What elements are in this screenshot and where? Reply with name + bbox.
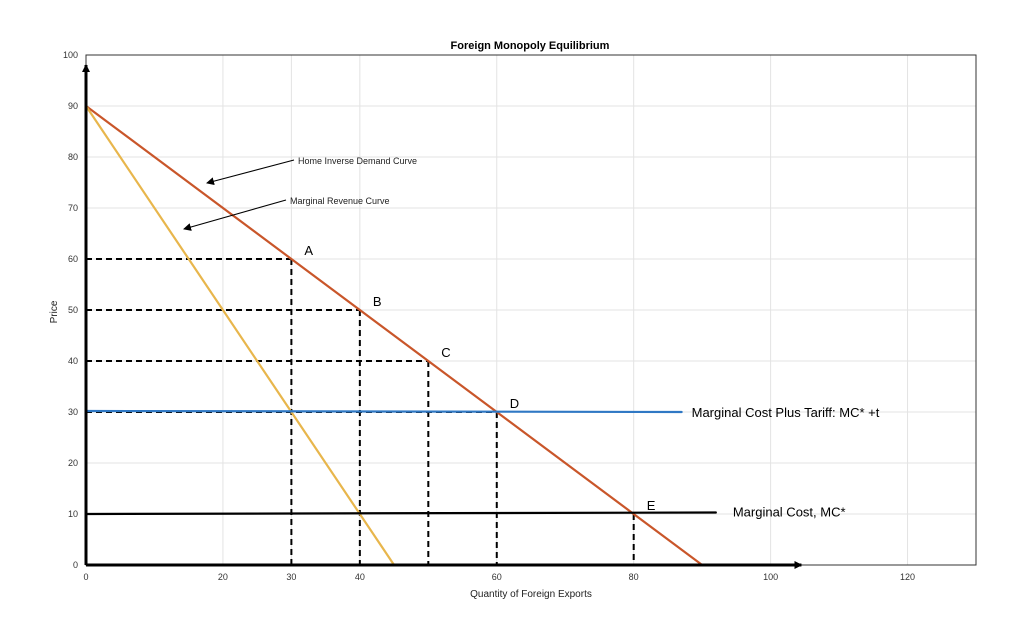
point-label-d: D — [510, 396, 519, 411]
y-tick-label: 0 — [73, 560, 78, 570]
marginal-cost-plus-tariff-line — [84, 409, 683, 414]
y-axis-label: Price — [49, 300, 60, 323]
x-tick-label: 20 — [218, 572, 228, 582]
point-label-a: A — [304, 243, 313, 258]
mr-curve-annotation-arrow — [183, 199, 287, 231]
x-tick-label: 0 — [83, 572, 88, 582]
y-tick-label: 30 — [68, 407, 78, 417]
demand-curve-annotation: Home Inverse Demand Curve — [298, 156, 417, 166]
tick-labels: 0 10 20 30 40 50 60 70 80 90 100 0 20 30 40 60 80 100 120 — [63, 50, 915, 582]
labels: A B C D E Marginal Cost Plus Tariff: MC* +t Ma… — [183, 156, 880, 519]
mc-plus-tariff-label: Marginal Cost Plus Tariff: MC* +t — [692, 405, 880, 420]
x-tick-label: 100 — [763, 572, 778, 582]
demand-curve-annotation-arrow — [206, 159, 295, 186]
y-tick-label: 40 — [68, 356, 78, 366]
point-label-e: E — [647, 498, 656, 513]
y-tick-label: 50 — [68, 305, 78, 315]
y-tick-label: 10 — [68, 509, 78, 519]
chart-title: Foreign Monopoly Equilibrium — [451, 40, 610, 52]
grid — [86, 55, 976, 565]
point-label-c: C — [441, 345, 450, 360]
marginal-cost-line — [84, 511, 717, 516]
y-tick-label: 100 — [63, 50, 78, 60]
marginal-revenue-curve — [84, 104, 396, 567]
x-tick-label: 30 — [286, 572, 296, 582]
mc-label: Marginal Cost, MC* — [733, 504, 846, 519]
y-tick-label: 60 — [68, 254, 78, 264]
x-axis-label: Quantity of Foreign Exports — [470, 589, 592, 600]
y-tick-label: 70 — [68, 203, 78, 213]
demand-curve — [84, 104, 704, 567]
axes — [82, 64, 803, 569]
x-tick-label: 60 — [492, 572, 502, 582]
y-tick-label: 80 — [68, 152, 78, 162]
y-tick-label: 90 — [68, 101, 78, 111]
x-tick-label: 120 — [900, 572, 915, 582]
point-label-b: B — [373, 294, 382, 309]
mr-curve-annotation: Marginal Revenue Curve — [290, 196, 390, 206]
y-tick-label: 20 — [68, 458, 78, 468]
x-tick-label: 40 — [355, 572, 365, 582]
x-tick-label: 80 — [629, 572, 639, 582]
series-lines — [84, 104, 717, 567]
